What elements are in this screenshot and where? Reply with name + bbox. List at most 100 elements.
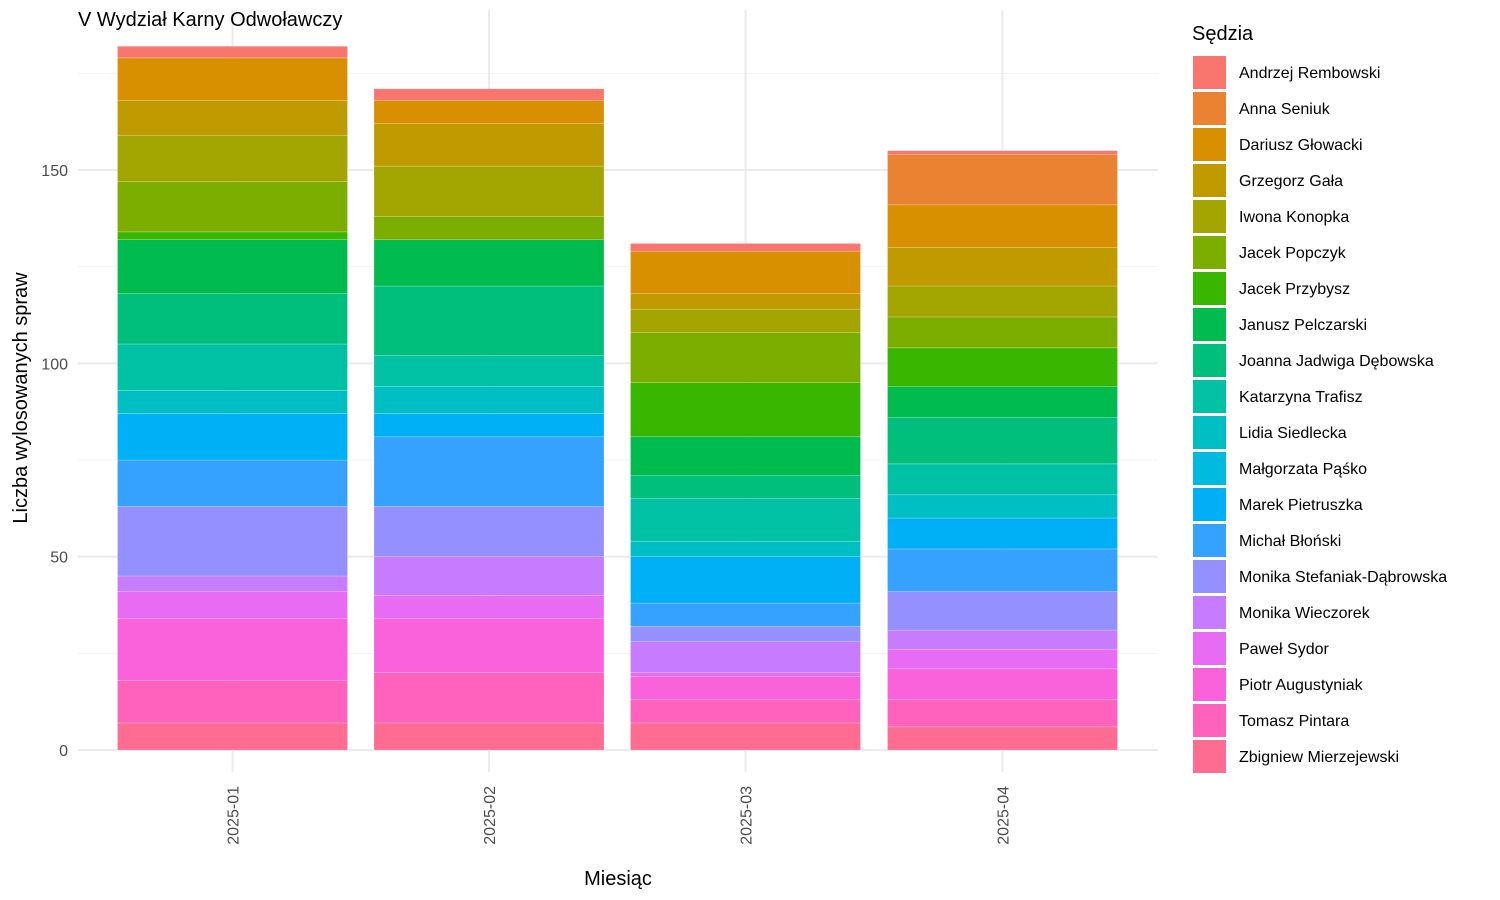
x-axis-title: Miesiąc (584, 868, 652, 890)
bar-segment (117, 343, 348, 391)
bar-segment (373, 88, 605, 101)
bar-segment (887, 463, 1118, 496)
legend-swatch (1193, 560, 1226, 593)
bar-segment (887, 699, 1118, 728)
bar-segment (373, 595, 605, 619)
bar-segment (887, 591, 1118, 631)
legend-label: Zbigniew Mierzejewski (1239, 749, 1399, 766)
chart-title: V Wydział Karny Odwoławczy (78, 9, 342, 31)
bar-segment (887, 316, 1118, 349)
bar-segment (117, 722, 348, 751)
legend-label: Małgorzata Pąśko (1239, 461, 1367, 478)
bar-segment (887, 386, 1118, 418)
bar-segment (117, 459, 348, 507)
bar-segment (117, 231, 348, 240)
bar-segment (373, 100, 605, 124)
bar-segment (887, 517, 1118, 550)
legend-swatch (1193, 416, 1226, 449)
legend-label: Monika Wieczorek (1239, 605, 1371, 622)
bar-segment (373, 436, 605, 507)
bar-segment (117, 45, 348, 59)
bar-segment (373, 239, 605, 287)
bar-segment (630, 722, 861, 751)
y-axis-ticks: 0 50 100 150 (41, 163, 68, 760)
legend-label: Iwona Konopka (1239, 209, 1349, 226)
bar-segment (373, 355, 605, 387)
bar-segment (630, 625, 861, 643)
y-axis-title: Liczba wylosowanych spraw (10, 272, 32, 524)
x-axis-ticks: 2025-01 2025-02 2025-03 2025-04 (226, 786, 1013, 845)
legend-swatch (1193, 380, 1226, 413)
bar-segment (630, 602, 861, 627)
bar-segment (373, 618, 605, 673)
legend-label: Anna Seniuk (1239, 101, 1331, 118)
legend-label: Piotr Augustyniak (1239, 677, 1364, 694)
bar-segment (630, 498, 861, 542)
bar-segment (887, 494, 1118, 519)
bar-segment (117, 100, 348, 136)
legend-swatch (1193, 488, 1226, 521)
bar-segment (630, 699, 861, 724)
bar-segment (117, 680, 348, 724)
legend-label: Marek Pietruszka (1239, 497, 1363, 514)
legend-label: Jacek Popczyk (1239, 245, 1347, 262)
legend-swatch (1193, 164, 1226, 197)
bar-segment (630, 382, 861, 438)
bar-segment (117, 575, 348, 592)
bar-segment (887, 204, 1118, 248)
x-tick-label: 2025-01 (226, 786, 243, 845)
legend: Sędzia Andrzej Rembowski Anna Seniuk Dariu… (1192, 23, 1447, 773)
bar-segment (630, 436, 861, 476)
bar-segment (630, 293, 861, 310)
legend-label: Katarzyna Trafisz (1239, 389, 1363, 406)
bar-segment (373, 123, 605, 167)
legend-label: Monika Stefaniak-Dąbrowska (1239, 569, 1447, 586)
bar-segment (117, 57, 348, 101)
legend-swatch (1193, 596, 1226, 629)
bar-segment (887, 247, 1118, 287)
bar-segment (887, 154, 1118, 206)
legend-swatch (1193, 308, 1226, 341)
y-tick-label: 100 (41, 356, 68, 373)
bar-segment (373, 386, 605, 414)
bar-segment (373, 506, 605, 557)
bar-segment (117, 591, 348, 619)
bar-segment (373, 672, 605, 724)
bar-segment (887, 150, 1118, 155)
bar-segment (630, 250, 861, 295)
bar-segment (630, 676, 861, 701)
legend-label: Paweł Sydor (1239, 641, 1329, 658)
bar-segment (887, 726, 1118, 751)
bars (117, 45, 1118, 751)
bar-segment (630, 475, 861, 499)
bar-segment (630, 243, 861, 252)
bar-segment (887, 649, 1118, 670)
bar-stack-2025-02 (373, 88, 605, 751)
bar-segment (373, 556, 605, 596)
bar-stack-2025-04 (887, 150, 1118, 751)
legend-title: Sędzia (1192, 23, 1254, 45)
bar-segment (373, 413, 605, 438)
legend-swatch (1193, 344, 1226, 377)
legend-swatch (1193, 524, 1226, 557)
legend-swatch (1193, 200, 1226, 233)
bar-segment (887, 347, 1118, 387)
legend-label: Grzegorz Gała (1239, 173, 1343, 190)
bar-segment (887, 285, 1118, 318)
bar-segment (117, 390, 348, 414)
bar-segment (630, 641, 861, 673)
bar-segment (373, 165, 605, 217)
legend-label: Tomasz Pintara (1239, 713, 1349, 730)
bar-segment (887, 417, 1118, 465)
legend-swatch (1193, 56, 1226, 89)
legend-swatch (1193, 452, 1226, 485)
legend-swatch (1193, 128, 1226, 161)
bar-segment (117, 618, 348, 681)
bar-segment (117, 181, 348, 233)
legend-swatch (1193, 632, 1226, 665)
legend-label: Jacek Przybysz (1239, 281, 1350, 298)
bar-segment (887, 668, 1118, 701)
bar-segment (630, 308, 861, 333)
legend-swatch (1193, 236, 1226, 269)
